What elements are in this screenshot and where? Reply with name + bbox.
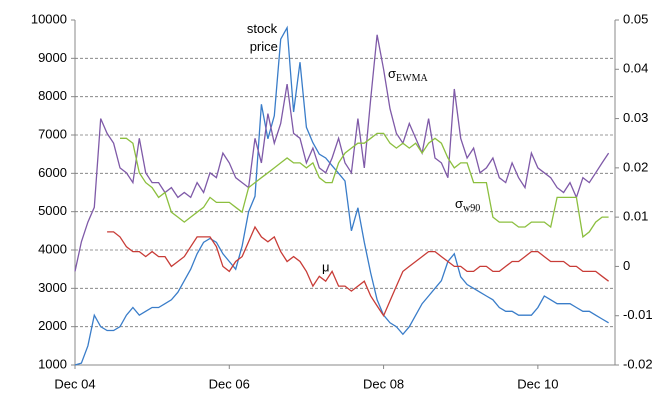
- y-tick-label: 8000: [38, 88, 67, 103]
- y2-tick-label: -0.01: [623, 307, 653, 322]
- x-tick-label: Dec 04: [54, 376, 95, 391]
- series-label: σEWMA: [388, 66, 428, 84]
- y-tick-label: 3000: [38, 280, 67, 295]
- y-tick-label: 10000: [31, 11, 67, 26]
- series-label: μ: [322, 259, 330, 274]
- y2-tick-label: 0.04: [623, 61, 648, 76]
- y2-tick-label: 0.05: [623, 11, 648, 26]
- series-label: stock price: [246, 21, 278, 54]
- y-tick-label: 9000: [38, 50, 67, 65]
- y2-tick-label: 0.02: [623, 159, 648, 174]
- y-tick-label: 7000: [38, 126, 67, 141]
- y2-tick-label: -0.02: [623, 356, 653, 371]
- series-line: [120, 132, 609, 239]
- x-tick-label: Dec 10: [517, 376, 558, 391]
- y2-tick-label: 0: [623, 258, 630, 273]
- series-line: [74, 25, 609, 366]
- y-tick-label: 6000: [38, 165, 67, 180]
- x-tick-label: Dec 06: [209, 376, 250, 391]
- series-label: σw90: [455, 196, 480, 214]
- y-tick-label: 2000: [38, 318, 67, 333]
- series-line: [107, 225, 609, 318]
- y2-tick-label: 0.03: [623, 110, 648, 125]
- y-tick-label: 5000: [38, 203, 67, 218]
- y-tick-label: 4000: [38, 241, 67, 256]
- y2-tick-label: 0.01: [623, 209, 648, 224]
- series-line: [74, 34, 610, 272]
- x-tick-label: Dec 08: [363, 376, 404, 391]
- y-tick-label: 1000: [38, 356, 67, 371]
